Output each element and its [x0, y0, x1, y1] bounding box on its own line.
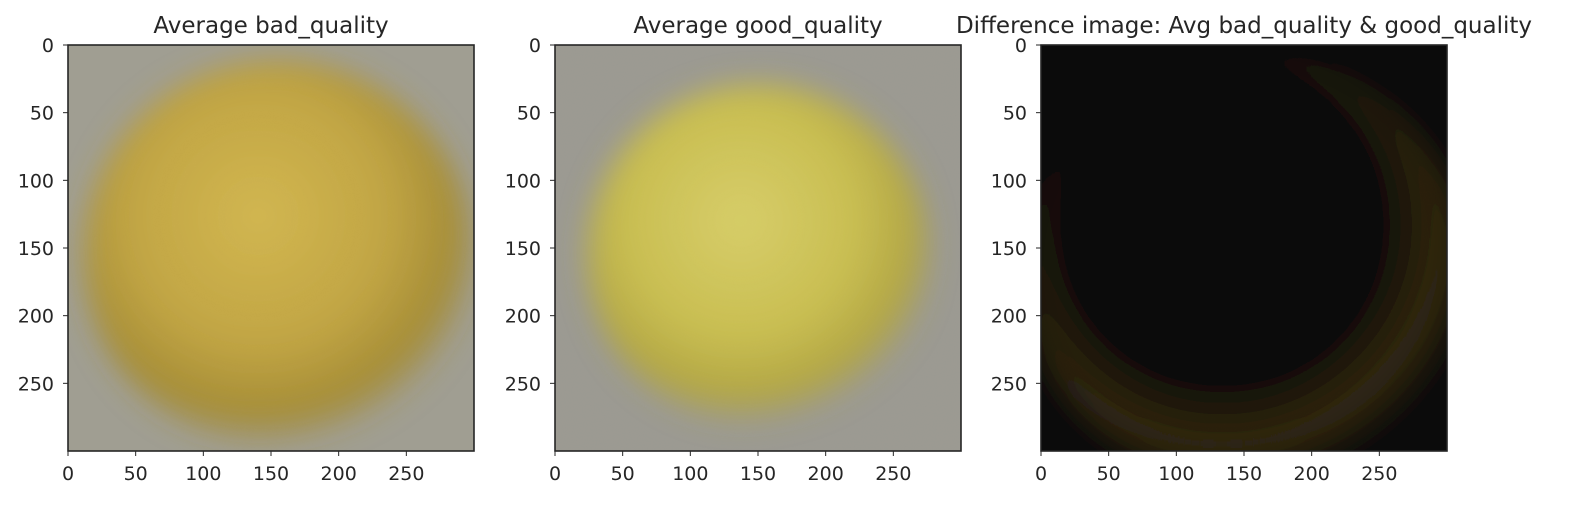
x-tick-label: 50 [124, 463, 148, 485]
x-tick-label: 150 [740, 463, 776, 485]
panel-title-bad-quality: Average bad_quality [153, 13, 388, 39]
y-tick-label: 50 [1003, 103, 1027, 125]
x-tick-label: 50 [611, 463, 635, 485]
panel-good-quality: Average good_quality 0 50 100 150 200 250 0 50 10… [505, 13, 962, 485]
y-tick-label: 200 [505, 306, 541, 328]
y-tick-label: 50 [517, 103, 541, 125]
x-tick-label: 150 [1226, 463, 1262, 485]
image-area [555, 45, 961, 451]
y-tick-label: 100 [991, 170, 1027, 192]
x-tick-label: 100 [185, 463, 221, 485]
panel-title-good-quality: Average good_quality [633, 13, 882, 39]
x-tick-label: 200 [808, 463, 844, 485]
x-tick-label: 250 [388, 463, 424, 485]
x-tick-label: 100 [672, 463, 708, 485]
x-tick-label: 150 [253, 463, 289, 485]
y-tick-label: 250 [505, 373, 541, 395]
x-tick-label: 0 [549, 463, 561, 485]
x-tick-label: 200 [321, 463, 357, 485]
y-tick-label: 200 [18, 306, 54, 328]
y-tick-label: 150 [991, 238, 1027, 260]
image-texture [68, 45, 474, 451]
image-area [1041, 45, 1447, 451]
x-tick-label: 0 [62, 463, 74, 485]
x-tick-label: 250 [1361, 463, 1397, 485]
panel-difference: Difference image: Avg bad_quality & good… [956, 13, 1532, 485]
panel-bad-quality: Average bad_quality 0 50 100 150 200 250 0 50 100… [18, 13, 475, 485]
image-texture [555, 45, 961, 451]
image-area [68, 45, 474, 451]
y-tick-label: 0 [42, 35, 54, 57]
y-tick-label: 100 [505, 170, 541, 192]
x-tick-label: 250 [875, 463, 911, 485]
y-tick-label: 0 [529, 35, 541, 57]
x-tick-label: 0 [1035, 463, 1047, 485]
x-tick-label: 200 [1294, 463, 1330, 485]
image-texture [1041, 45, 1447, 451]
y-tick-label: 250 [18, 373, 54, 395]
y-tick-label: 50 [30, 103, 54, 125]
y-tick-label: 200 [991, 306, 1027, 328]
y-tick-label: 150 [505, 238, 541, 260]
panel-title-difference: Difference image: Avg bad_quality & good… [956, 13, 1532, 39]
y-tick-label: 150 [18, 238, 54, 260]
y-tick-label: 100 [18, 170, 54, 192]
x-tick-label: 50 [1097, 463, 1121, 485]
y-tick-label: 250 [991, 373, 1027, 395]
x-tick-label: 100 [1158, 463, 1194, 485]
y-tick-label: 0 [1015, 35, 1027, 57]
